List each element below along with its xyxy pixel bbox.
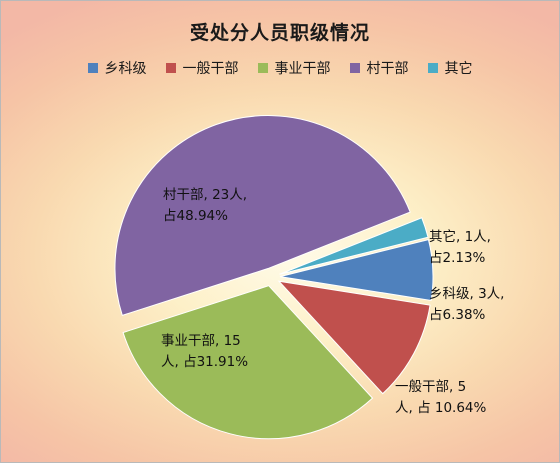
legend-swatch: [87, 63, 98, 73]
data-label-xiangkeji: 乡科级, 3人, 占6.38%: [429, 286, 505, 323]
pie-slice-xiangkeji: [279, 238, 434, 302]
data-label-qita: 其它, 1人, 占2.13%: [429, 229, 491, 266]
legend-item-cunganbu: 村干部: [349, 58, 409, 78]
data-label-yibanganbu: 一般干部, 5 人, 占 10.64%: [395, 379, 487, 416]
pie-slice-qita: [279, 217, 429, 275]
legend-item-qita: 其它: [427, 58, 473, 78]
legend-swatch: [349, 63, 360, 73]
pie-slice-shiyeganbu: [122, 285, 374, 440]
data-label-shiyeganbu: 事业干部, 15 人, 占31.91%: [161, 333, 249, 370]
legend-swatch: [165, 63, 176, 73]
legend-item-shiyeganbu: 事业干部: [257, 58, 331, 78]
data-label-cunganbu: 村干部, 23人, 占48.94%: [163, 187, 248, 224]
legend-item-yibanganbu: 一般干部: [165, 58, 239, 78]
legend-label: 村干部: [366, 61, 409, 77]
legend: 乡科级 一般干部 事业干部 村干部 其它: [1, 58, 559, 78]
legend-label: 事业干部: [274, 61, 331, 77]
legend-swatch: [257, 63, 268, 73]
chart-title: 受处分人员职级情况: [189, 22, 370, 44]
pie-slice-cunganbu: [114, 115, 411, 317]
legend-label: 其它: [444, 61, 473, 77]
legend-swatch: [427, 63, 438, 73]
legend-label: 乡科级: [104, 61, 147, 77]
legend-item-xiangkeji: 乡科级: [87, 58, 147, 78]
pie-slice-yibanganbu: [277, 280, 431, 395]
legend-label: 一般干部: [182, 61, 239, 77]
